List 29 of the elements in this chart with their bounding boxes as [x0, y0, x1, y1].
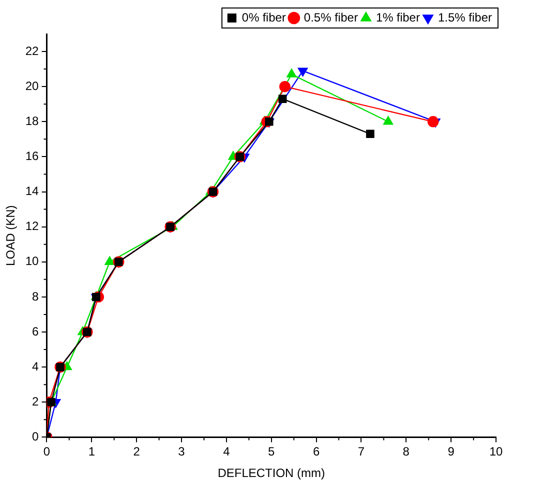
- y-tick-label: 6: [32, 324, 40, 338]
- y-tick-label: 10: [25, 254, 40, 268]
- y-tick-label: 8: [32, 289, 40, 304]
- x-tick-label: 3: [178, 444, 186, 459]
- x-tick-label: 4: [223, 444, 230, 459]
- y-tick-label: 12: [25, 219, 40, 234]
- x-tick-label: 2: [133, 444, 140, 459]
- legend-label: 1% fiber: [376, 10, 420, 24]
- y-tick-label: 2: [32, 394, 40, 408]
- y-tick-label: 22: [25, 44, 40, 58]
- y-tick-label: 16: [25, 149, 40, 164]
- x-tick-label: 1: [88, 444, 96, 459]
- y-tick-label: 18: [25, 114, 40, 128]
- x-tick-label: 9: [448, 444, 455, 459]
- x-tick-label: 7: [358, 444, 365, 459]
- y-axis-title: LOAD (KN): [4, 205, 18, 266]
- y-tick-label: 20: [25, 78, 40, 93]
- legend-label: 1.5% fiber: [438, 10, 492, 24]
- x-tick-label: 6: [312, 444, 320, 459]
- x-tick-label: 5: [268, 444, 276, 459]
- x-tick-label: 0: [43, 444, 50, 459]
- x-tick-label: 8: [402, 444, 410, 459]
- legend-label: 0.5% fiber: [304, 10, 358, 24]
- y-tick-label: 4: [32, 359, 40, 374]
- legend-label: 0% fiber: [242, 10, 286, 24]
- x-axis-title: DEFLECTION (mm): [218, 466, 326, 480]
- y-tick-label: 0: [32, 430, 40, 444]
- y-tick-label: 14: [25, 184, 40, 198]
- x-tick-label: 10: [489, 444, 503, 459]
